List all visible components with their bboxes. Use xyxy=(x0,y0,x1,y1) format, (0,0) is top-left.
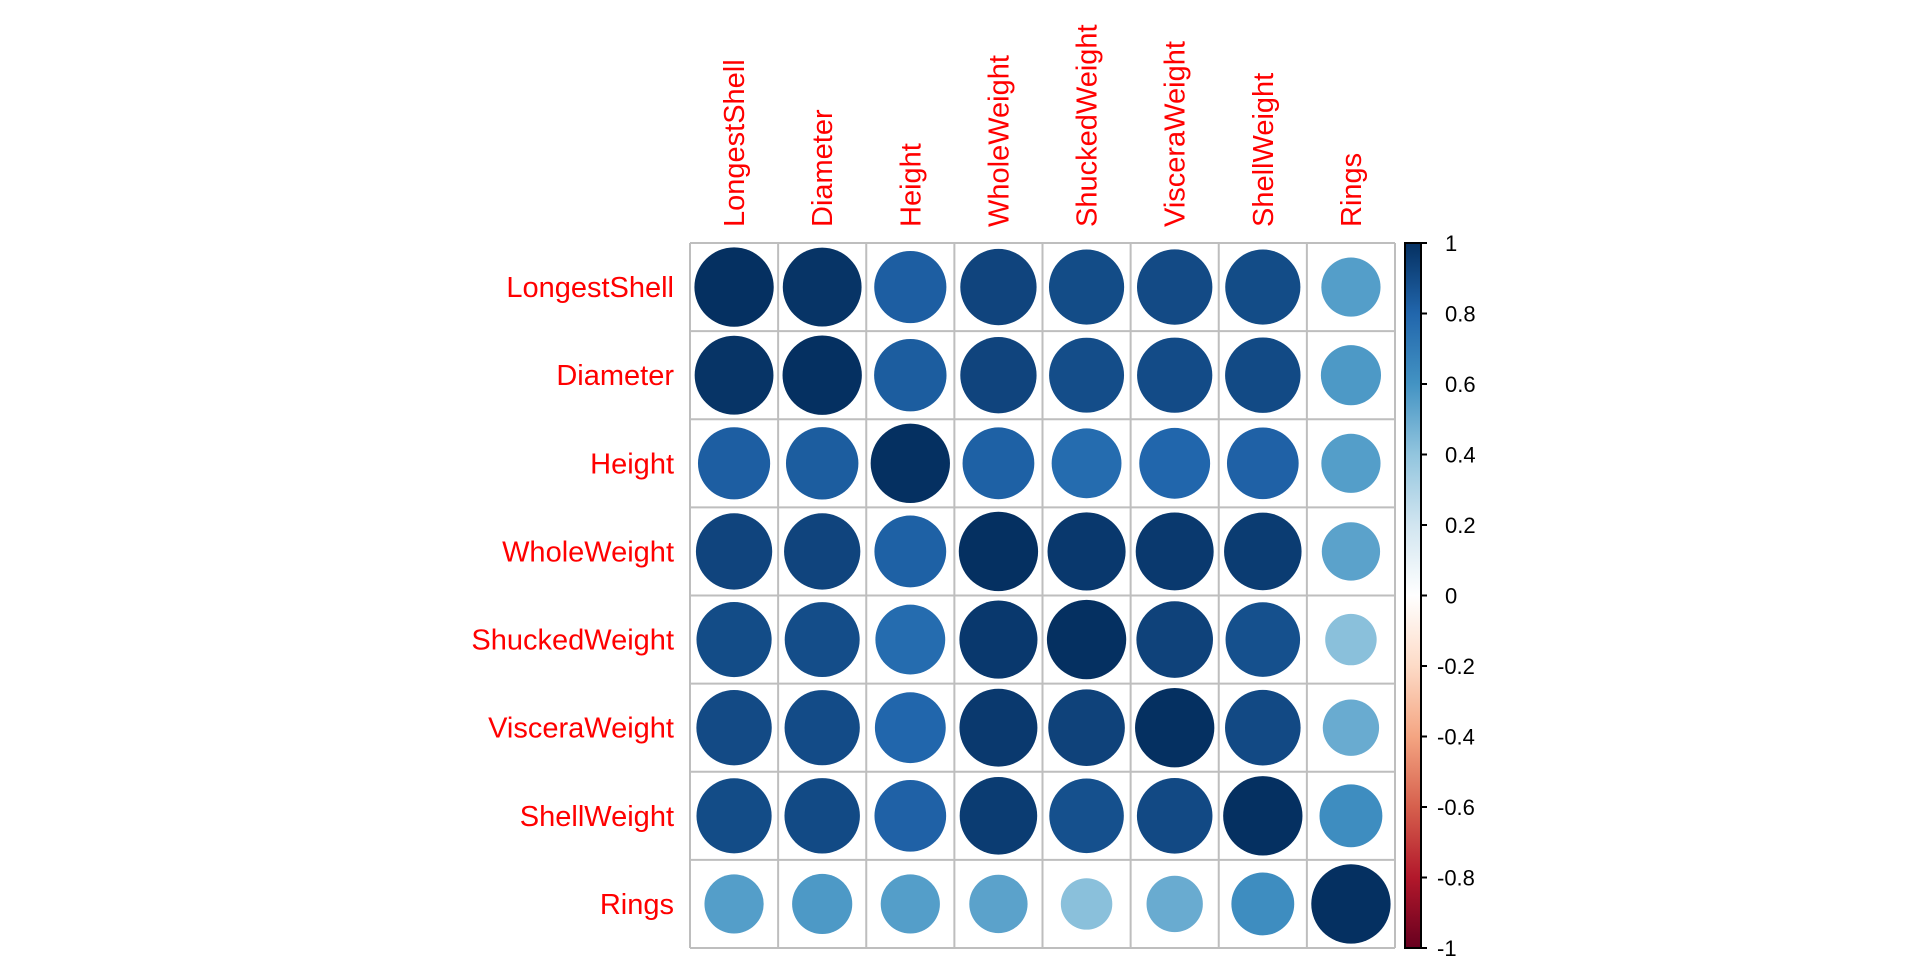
correlation-circle-Height-Diameter xyxy=(785,427,859,500)
colorbar-tick-label: 0 xyxy=(1445,584,1457,609)
correlation-circle-ShuckedWeight-VisceraWeight xyxy=(1136,601,1213,678)
correlation-circle-Rings-ShuckedWeight xyxy=(1060,878,1113,930)
column-label: WholeWeight xyxy=(983,55,1015,227)
column-label: LongestShell xyxy=(719,59,751,227)
correlation-circle-ShellWeight-VisceraWeight xyxy=(1136,778,1213,854)
colorbar-tick-label: -1 xyxy=(1437,936,1457,960)
correlation-circle-Rings-ShellWeight xyxy=(1231,872,1295,936)
correlation-circle-ShuckedWeight-WholeWeight xyxy=(959,600,1038,679)
correlation-circle-Diameter-ShuckedWeight xyxy=(1049,337,1125,413)
row-label: Height xyxy=(590,448,674,480)
correlation-circle-ShuckedWeight-Height xyxy=(875,604,946,675)
correlation-circle-Diameter-WholeWeight xyxy=(960,337,1037,414)
column-label: Rings xyxy=(1336,153,1368,227)
correlation-circle-Diameter-Height xyxy=(874,338,947,412)
correlation-circle-VisceraWeight-LongestShell xyxy=(696,690,772,766)
correlation-circle-Height-Rings xyxy=(1321,433,1381,493)
correlation-circle-LongestShell-LongestShell xyxy=(694,247,774,327)
correlation-circle-ShellWeight-ShellWeight xyxy=(1223,776,1303,856)
row-label: LongestShell xyxy=(506,272,674,304)
correlation-circle-Height-ShuckedWeight xyxy=(1051,428,1122,499)
row-labels: LongestShell Diameter Height WholeWeight Shu… xyxy=(471,272,674,921)
correlation-circle-Rings-Diameter xyxy=(792,873,853,935)
correlation-circle-VisceraWeight-Diameter xyxy=(784,690,860,766)
correlation-circle-VisceraWeight-Height xyxy=(874,692,946,764)
colorbar-tick-label: 1 xyxy=(1445,231,1457,256)
correlation-circle-WholeWeight-ShuckedWeight xyxy=(1047,512,1126,591)
correlation-circle-Height-WholeWeight xyxy=(962,427,1035,500)
cell-layer xyxy=(694,247,1391,944)
column-label: Diameter xyxy=(807,109,839,227)
correlation-circle-Rings-VisceraWeight xyxy=(1146,875,1203,933)
correlation-circle-LongestShell-ShuckedWeight xyxy=(1048,249,1125,325)
row-label: WholeWeight xyxy=(502,536,674,568)
row-label: Diameter xyxy=(556,360,674,392)
correlation-circle-VisceraWeight-Rings xyxy=(1322,699,1380,756)
colorbar-tick-label: 0.4 xyxy=(1445,443,1476,468)
row-label: ShellWeight xyxy=(520,801,674,833)
correlation-circle-WholeWeight-ShellWeight xyxy=(1224,512,1302,591)
correlation-circle-LongestShell-VisceraWeight xyxy=(1137,249,1213,325)
correlation-circle-ShellWeight-WholeWeight xyxy=(959,777,1038,855)
correlation-circle-ShuckedWeight-ShuckedWeight xyxy=(1046,599,1127,680)
correlation-circle-WholeWeight-Height xyxy=(874,515,947,588)
column-labels: LongestShell Diameter Height WholeWeight Shu… xyxy=(719,24,1368,227)
correlation-circle-WholeWeight-Rings xyxy=(1321,522,1381,581)
correlation-circle-VisceraWeight-ShuckedWeight xyxy=(1048,689,1125,766)
correlation-circle-Height-VisceraWeight xyxy=(1139,427,1211,499)
correlation-circle-Diameter-VisceraWeight xyxy=(1137,337,1213,413)
correlation-circle-WholeWeight-WholeWeight xyxy=(958,511,1039,592)
grid-lines xyxy=(689,242,1396,949)
correlation-circle-ShuckedWeight-ShellWeight xyxy=(1225,602,1301,677)
correlation-circle-WholeWeight-VisceraWeight xyxy=(1135,512,1214,591)
colorbar-gradient xyxy=(1404,242,1422,949)
column-label: ShuckedWeight xyxy=(1072,24,1104,227)
correlation-circle-Diameter-Diameter xyxy=(782,335,862,415)
correlation-circle-ShellWeight-ShuckedWeight xyxy=(1049,778,1124,854)
row-label: Rings xyxy=(600,889,674,921)
correlation-circle-LongestShell-WholeWeight xyxy=(960,248,1037,326)
correlation-circle-Rings-LongestShell xyxy=(704,874,764,934)
colorbar-tick-label: 0.2 xyxy=(1445,513,1476,538)
correlation-circle-Rings-Height xyxy=(880,874,940,934)
correlation-circle-ShellWeight-Diameter xyxy=(784,778,860,854)
colorbar-tick-label: -0.8 xyxy=(1437,866,1475,891)
correlation-circle-ShellWeight-Height xyxy=(874,779,947,852)
column-label: ShellWeight xyxy=(1248,73,1280,227)
correlation-circle-LongestShell-Height xyxy=(874,250,947,324)
correlation-circle-Diameter-Rings xyxy=(1320,345,1382,406)
colorbar-tick-label: 0.8 xyxy=(1445,302,1476,327)
row-label: ShuckedWeight xyxy=(471,625,674,657)
correlation-circle-Height-Height xyxy=(870,423,950,503)
correlation-circle-VisceraWeight-WholeWeight xyxy=(959,688,1038,767)
correlation-circle-ShuckedWeight-LongestShell xyxy=(696,601,772,678)
correlation-circle-WholeWeight-Diameter xyxy=(784,513,861,590)
correlation-circle-ShuckedWeight-Diameter xyxy=(784,602,860,678)
correlation-circle-ShuckedWeight-Rings xyxy=(1325,613,1377,666)
correlation-circle-Rings-Rings xyxy=(1311,864,1391,944)
colorbar-tick-label: 0.6 xyxy=(1445,372,1476,397)
correlation-circle-ShellWeight-Rings xyxy=(1319,784,1383,848)
correlation-circle-Height-ShellWeight xyxy=(1226,427,1299,500)
colorbar-tick-label: -0.6 xyxy=(1437,795,1475,820)
correlation-circle-Height-LongestShell xyxy=(697,427,771,500)
colorbar-tick-label: -0.4 xyxy=(1437,725,1475,750)
row-label: VisceraWeight xyxy=(488,713,674,745)
correlation-circle-VisceraWeight-ShellWeight xyxy=(1225,689,1301,766)
column-label: VisceraWeight xyxy=(1160,41,1192,227)
correlation-circle-LongestShell-ShellWeight xyxy=(1225,249,1301,325)
correlation-circle-VisceraWeight-VisceraWeight xyxy=(1135,688,1215,768)
correlation-circle-ShellWeight-LongestShell xyxy=(696,778,772,854)
correlation-circle-LongestShell-Diameter xyxy=(782,247,862,327)
correlation-circle-LongestShell-Rings xyxy=(1321,257,1381,317)
correlation-circle-Diameter-LongestShell xyxy=(694,335,774,415)
correlation-circle-Diameter-ShellWeight xyxy=(1225,337,1301,413)
correlation-circle-Rings-WholeWeight xyxy=(969,874,1028,934)
colorbar: 1 0.8 0.6 0.4 0.2 0 -0.2 -0.4 -0.6 -0.8 -1 xyxy=(1404,231,1476,960)
column-label: Height xyxy=(895,143,927,227)
correlation-circle-WholeWeight-LongestShell xyxy=(695,513,773,590)
colorbar-tick-label: -0.2 xyxy=(1437,654,1475,679)
